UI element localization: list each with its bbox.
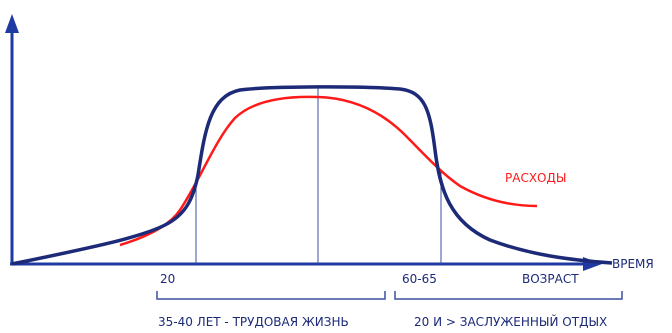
time-axis-label: ВРЕМЯ <box>612 257 654 271</box>
age-axis-label: ВОЗРАСТ <box>522 272 579 286</box>
expenses-label: РАСХОДЫ <box>505 171 566 185</box>
expenses-curve <box>119 95 538 247</box>
y-axis-arrow <box>5 14 19 33</box>
working-life-brace <box>156 291 386 300</box>
working-life-label: 35-40 ЛЕТ - ТРУДОВАЯ ЖИЗНЬ <box>158 315 349 329</box>
retirement-brace <box>394 291 623 300</box>
tick-label-60-65: 60-65 <box>402 272 437 286</box>
tick-label-20: 20 <box>160 272 175 286</box>
income-curve <box>11 85 613 266</box>
retirement-label: 20 И > ЗАСЛУЖЕННЫЙ ОТДЫХ <box>414 314 607 329</box>
